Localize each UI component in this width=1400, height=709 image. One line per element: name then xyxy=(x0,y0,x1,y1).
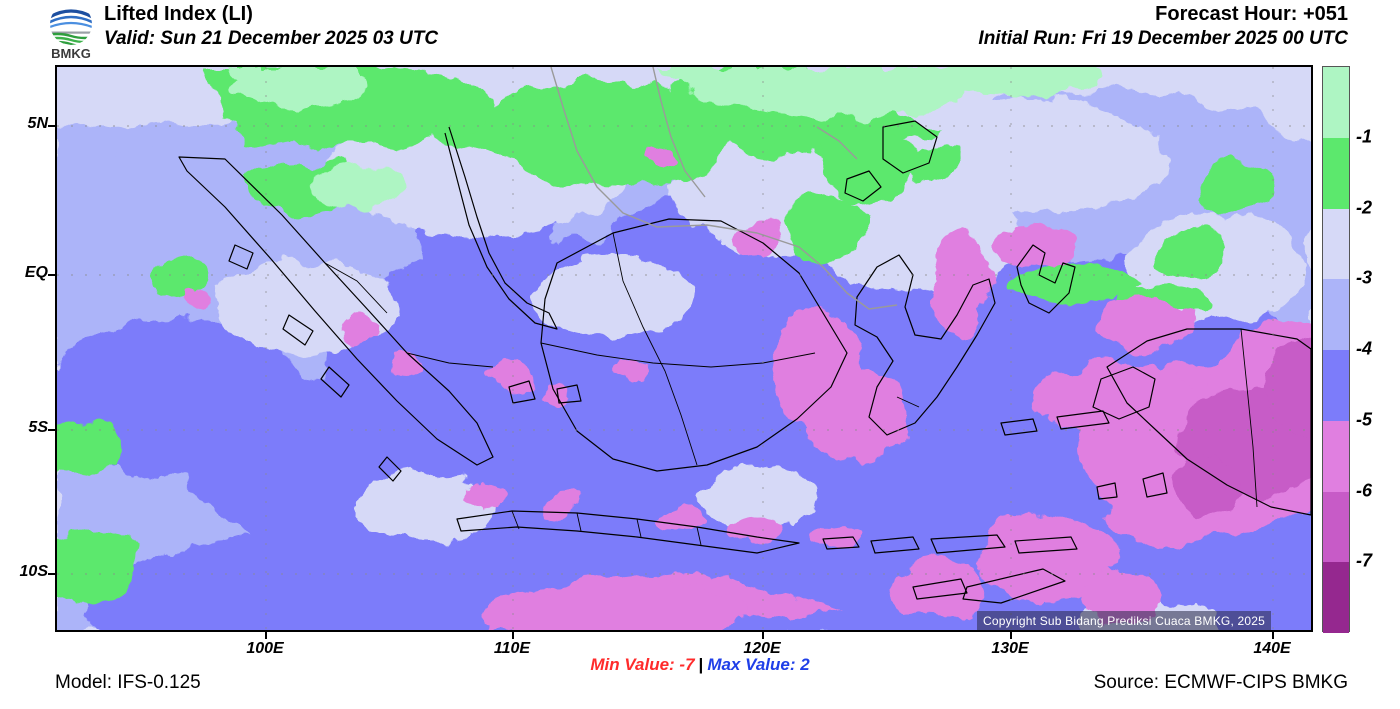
x-axis-tickmark xyxy=(1010,632,1012,639)
x-axis-tick-130E: 130E xyxy=(991,640,1029,657)
field-zero-layer xyxy=(227,67,1107,209)
header-right-block: Forecast Hour: +051 Initial Run: Fri 19 … xyxy=(978,2,1348,52)
min-value-label: Min Value: -7 xyxy=(590,655,695,674)
valid-time-label: Valid: Sun 21 December 2025 03 UTC xyxy=(104,28,439,49)
copyright-watermark: Copyright Sub Bidang Prediksi Cuaca BMKG… xyxy=(977,611,1272,630)
colorbar-band--6 xyxy=(1323,420,1349,492)
colorbar-band--1 xyxy=(1323,67,1349,138)
page-title: Lifted Index (LI) xyxy=(104,3,253,25)
colorbar-band--5 xyxy=(1323,350,1349,421)
x-axis-tickmark xyxy=(512,632,514,639)
colorbar-band--2 xyxy=(1323,137,1349,209)
y-axis-tick-10S: 10S xyxy=(19,563,48,580)
gridline-layer xyxy=(57,67,1311,630)
colorbar-tick--7: -7 xyxy=(1356,550,1373,571)
colorbar-band--4 xyxy=(1323,279,1349,350)
x-axis-tickmark xyxy=(762,632,764,639)
colorbar-tick--4: -4 xyxy=(1356,338,1373,359)
x-axis-tickmark xyxy=(1272,632,1274,639)
forecast-hour-label: Forecast Hour: +051 xyxy=(1155,3,1348,25)
min-max-values: Min Value: -7 | Max Value: 2 xyxy=(0,655,1400,675)
y-axis-tickmark xyxy=(48,429,56,431)
colorbar-band--3 xyxy=(1323,208,1349,280)
colorbar-tick--3: -3 xyxy=(1356,267,1373,288)
svg-text:BMKG: BMKG xyxy=(51,46,91,60)
country-border-layer xyxy=(550,67,898,310)
colorbar-tick--6: -6 xyxy=(1356,480,1373,500)
colorbar-tick--1: -1 xyxy=(1356,126,1373,147)
y-axis-tick-5N: 5N xyxy=(27,115,48,132)
y-axis-tickmark xyxy=(48,573,56,575)
y-axis-tick-5S: 5S xyxy=(28,419,48,436)
x-axis-tickmark xyxy=(265,632,267,639)
colorbar-tick--2: -2 xyxy=(1356,197,1373,217)
lifted-index-contour-map[interactable] xyxy=(57,67,1311,630)
source-label: Source: ECMWF-CIPS BMKG xyxy=(1093,672,1348,693)
y-axis-tick-EQ: EQ xyxy=(24,264,48,281)
x-axis-tick-120E: 120E xyxy=(743,640,781,657)
x-axis-tick-100E: 100E xyxy=(246,640,284,657)
field-minus7-layer xyxy=(1172,337,1311,515)
initial-run-label: Initial Run: Fri 19 December 2025 00 UTC xyxy=(978,28,1348,49)
title-block: Lifted Index (LI) Valid: Sun 21 December… xyxy=(104,2,438,52)
colorbar-band--8 xyxy=(1323,562,1349,633)
colorbar-band--7 xyxy=(1323,491,1349,563)
map-panel[interactable]: Copyright Sub Bidang Prediksi Cuaca BMKG… xyxy=(55,65,1313,632)
coastline-layer xyxy=(178,120,1311,604)
bmkg-logo: BMKG xyxy=(40,2,102,61)
y-axis-tickmark xyxy=(48,125,56,127)
colorbar[interactable] xyxy=(1322,66,1350,633)
model-label: Model: IFS-0.125 xyxy=(55,672,201,693)
minmax-separator: | xyxy=(698,655,704,674)
max-value-label: Max Value: 2 xyxy=(707,655,810,674)
province-border-layer xyxy=(324,232,1258,546)
x-axis-tick-140E: 140E xyxy=(1253,640,1291,657)
header-bar: BMKG Lifted Index (LI) Valid: Sun 21 Dec… xyxy=(0,0,1400,62)
x-axis-tick-110E: 110E xyxy=(493,640,531,657)
y-axis-tickmark xyxy=(48,274,56,276)
colorbar-tick--5: -5 xyxy=(1356,409,1373,430)
